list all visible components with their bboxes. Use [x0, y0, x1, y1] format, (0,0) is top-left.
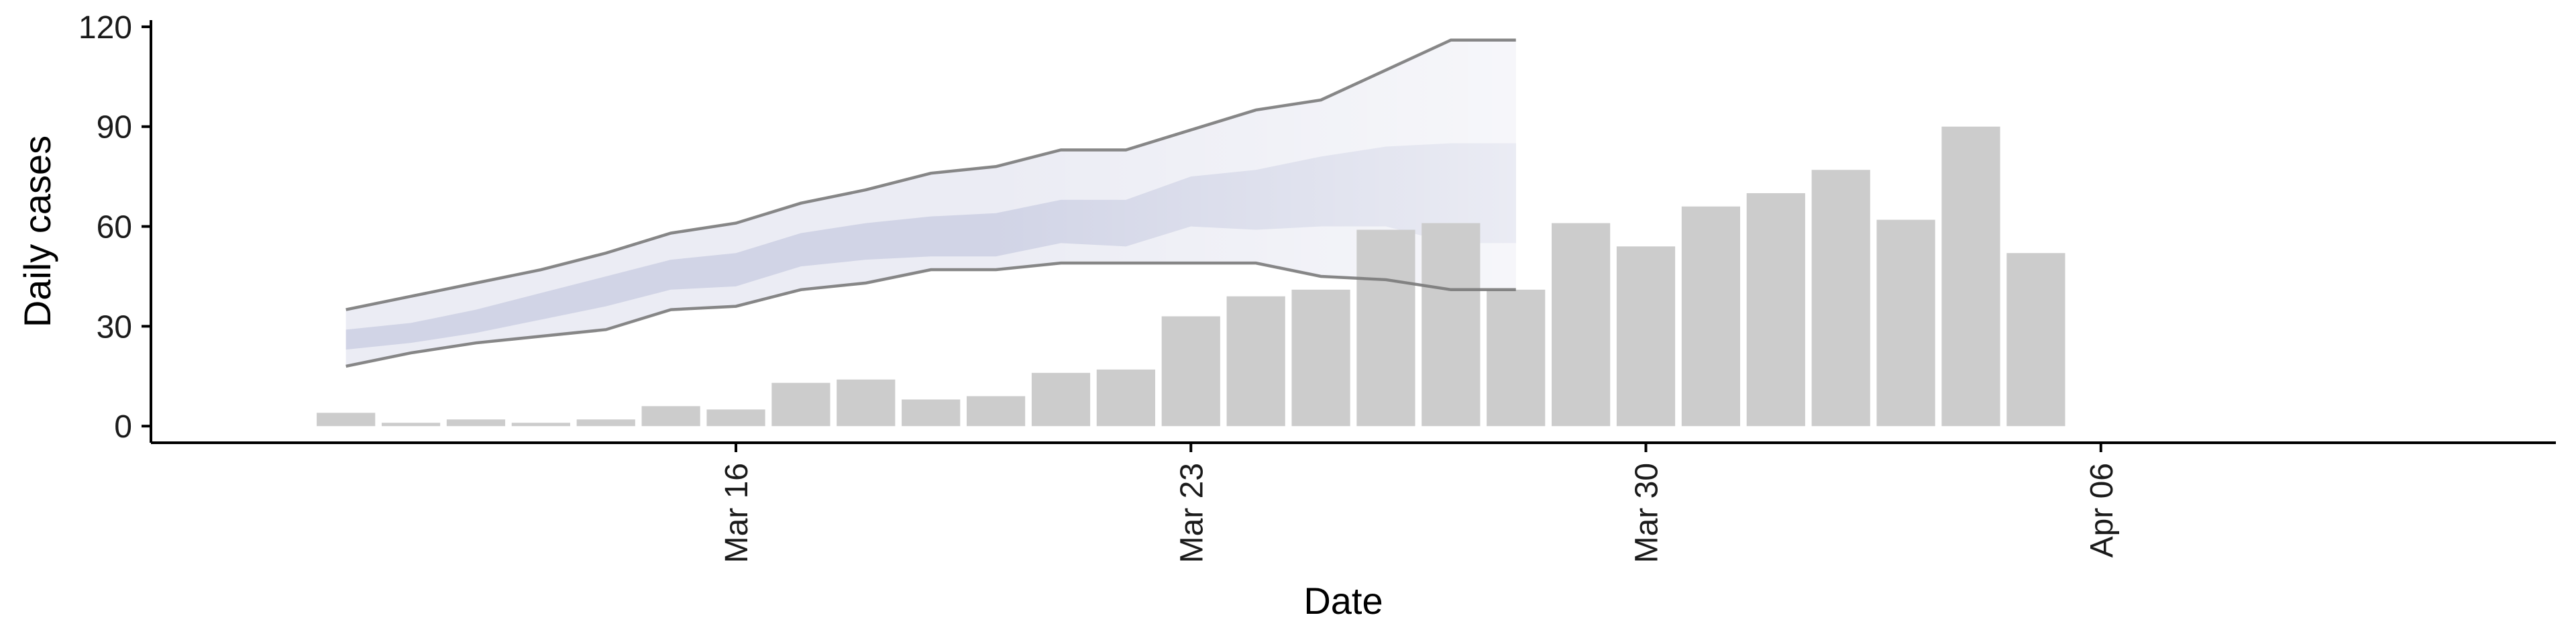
- x-tick-label-mar-30: Mar 30: [1629, 463, 1665, 563]
- x-tick-label-mar-16: Mar 16: [719, 463, 755, 563]
- bar-2020-03-29: [1552, 223, 1611, 427]
- bar-2020-03-30: [1616, 246, 1676, 427]
- lower-interval-line: [345, 261, 1516, 368]
- forecast-bands: [345, 40, 1516, 366]
- bar-2020-04-01: [1746, 193, 1805, 427]
- y-tick-label-30: 30: [97, 309, 132, 345]
- bar-2020-04-04: [1941, 126, 2000, 427]
- bar-2020-03-28: [1487, 289, 1546, 427]
- bar-2020-04-05: [2006, 253, 2065, 427]
- x-tick-label-apr-06: Apr 06: [2084, 463, 2120, 557]
- bar-2020-03-17: [771, 382, 830, 427]
- bar-2020-03-24: [1226, 296, 1285, 427]
- bar-2020-04-03: [1876, 219, 1935, 427]
- x-tick-label-mar-23: Mar 23: [1174, 463, 1210, 563]
- bar-2020-03-18: [837, 379, 896, 427]
- y-tick-label-0: 0: [114, 409, 132, 445]
- bar-2020-03-11: [381, 423, 441, 427]
- bar-2020-03-23: [1161, 316, 1220, 427]
- bar-2020-03-14: [576, 419, 635, 427]
- bar-2020-03-21: [1031, 372, 1091, 427]
- bar-2020-03-10: [317, 413, 376, 427]
- bar-2020-03-25: [1291, 289, 1350, 427]
- x-axis-title: Date: [1303, 580, 1383, 622]
- bar-2020-03-22: [1096, 369, 1155, 427]
- axes: 0 30 60 90 120 Mar 16 Mar 23 Mar 30 Apr 06: [78, 10, 2556, 563]
- bar-2020-03-20: [966, 396, 1026, 427]
- bar-2020-03-13: [511, 423, 570, 427]
- y-axis-title: Daily cases: [16, 136, 58, 327]
- bar-2020-03-15: [641, 406, 700, 427]
- bar-2020-04-02: [1811, 170, 1870, 427]
- bar-2020-03-16: [706, 409, 765, 427]
- daily-case-bars: [317, 126, 2065, 427]
- bar-2020-03-31: [1681, 206, 1741, 427]
- y-tick-label-60: 60: [97, 210, 132, 246]
- forecast-interval-lines: [345, 38, 1516, 368]
- y-tick-label-90: 90: [97, 110, 132, 146]
- y-tick-label-120: 120: [78, 10, 132, 46]
- bar-2020-03-26: [1356, 229, 1415, 427]
- bar-2020-03-12: [446, 419, 506, 427]
- band-fade-overlay: [345, 40, 1516, 366]
- bar-2020-03-27: [1421, 223, 1481, 427]
- upper-interval-line: [345, 38, 1516, 311]
- bar-2020-03-19: [902, 399, 961, 427]
